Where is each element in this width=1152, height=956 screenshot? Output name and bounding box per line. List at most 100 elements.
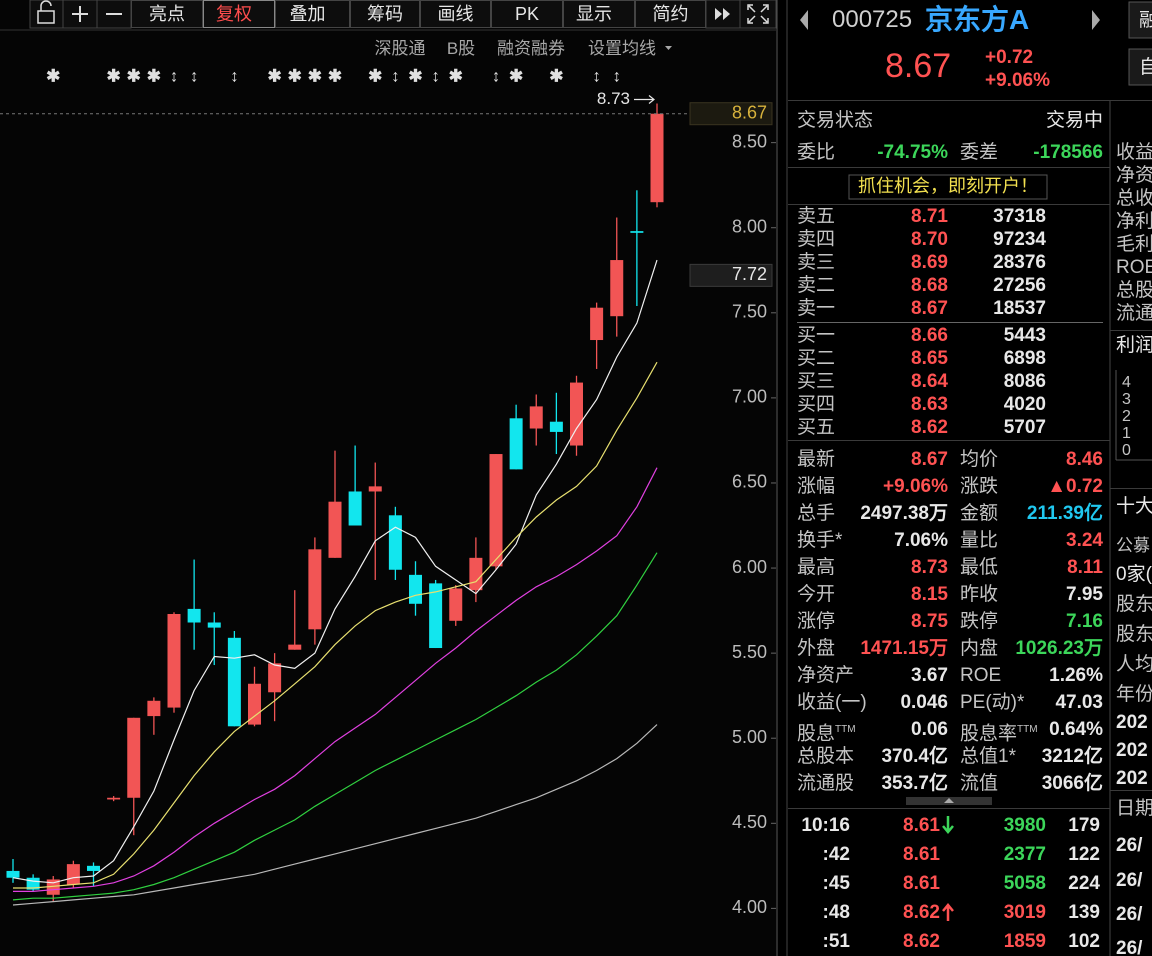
candle-body — [147, 700, 161, 717]
fullscreen-icon — [747, 4, 769, 24]
side-item: 毛利 — [1116, 233, 1152, 255]
mini-axis-label: 0 — [1122, 442, 1131, 459]
forward-button[interactable] — [705, 0, 741, 29]
tick-count: 139 — [1068, 901, 1100, 923]
candle-body — [650, 113, 664, 203]
field-label: 交易状态 — [797, 109, 874, 131]
promo-banner[interactable]: 抓住机会，即刻开户！ — [858, 176, 1038, 196]
lock-button[interactable] — [29, 0, 64, 29]
order-level: 卖五 — [797, 205, 836, 227]
side-row: 日期 — [1116, 797, 1152, 819]
tick-volume: 3019 — [1003, 901, 1046, 923]
chart-link[interactable]: B股 — [446, 38, 476, 58]
order-volume: 27256 — [993, 274, 1046, 296]
order-price: 8.69 — [911, 251, 948, 273]
stat-label: 内盘 — [960, 637, 999, 659]
candle-body — [328, 501, 342, 558]
side-row: 202 — [1116, 711, 1148, 733]
stat-label: 均价 — [960, 448, 999, 470]
toolbar-label: 亮点 — [149, 4, 185, 24]
tick-count: 224 — [1068, 872, 1100, 894]
side-row: 26/ — [1116, 869, 1143, 891]
toolbar-button[interactable] — [275, 0, 350, 28]
toolbar-button[interactable] — [131, 0, 203, 28]
next-arrow[interactable] — [1092, 10, 1100, 30]
tick-price: 8.62 — [903, 930, 940, 952]
candle-body — [248, 683, 261, 725]
side-item: 净资 — [1116, 164, 1152, 186]
side-item: 0家( — [1116, 563, 1152, 585]
order-price: 8.65 — [911, 347, 948, 369]
stat-value: 8.73 — [911, 556, 948, 578]
toolbar-button[interactable] — [203, 0, 275, 28]
stat-label: 跌停 — [960, 610, 999, 632]
stat-value: +9.06% — [883, 475, 948, 497]
order-price: 8.63 — [911, 393, 948, 415]
side-button[interactable]: 自 — [1139, 56, 1152, 78]
event-marker: ✱ — [408, 66, 422, 85]
stat-value: 1.26% — [1049, 664, 1103, 686]
side-item: 流通 — [1116, 302, 1152, 324]
y-tick-label: 4.50 — [732, 812, 767, 832]
y-tick-label: 5.50 — [732, 642, 767, 662]
side-button[interactable]: 融 — [1139, 9, 1152, 31]
candle-body — [509, 418, 523, 470]
stat-value: 7.95 — [1066, 583, 1103, 605]
zoom-in-button[interactable] — [62, 0, 98, 29]
candle-body — [227, 637, 241, 727]
candle-body — [429, 583, 443, 649]
stat-value: 353.7亿 — [881, 772, 948, 794]
toolbar-button[interactable] — [350, 0, 420, 28]
order-volume: 8086 — [1003, 370, 1046, 392]
candle-body — [107, 797, 121, 800]
stat-value: 0.64% — [1049, 718, 1103, 740]
toolbar-label: 叠加 — [289, 4, 326, 24]
event-marker: ✱ — [268, 66, 282, 85]
separator — [788, 100, 1110, 101]
stat-label: 最高 — [797, 556, 836, 578]
tick-price: 8.61 — [903, 814, 940, 836]
side-row: 202 — [1116, 739, 1148, 761]
tick-count: 179 — [1068, 814, 1100, 836]
price-marker-box — [689, 263, 773, 287]
tick-arrow-down — [942, 816, 954, 834]
tick-volume: 3980 — [1003, 814, 1046, 836]
event-marker: ↕ — [190, 66, 199, 85]
dropdown-icon — [665, 46, 672, 50]
prev-arrow[interactable] — [800, 10, 808, 30]
order-price: 8.67 — [911, 297, 948, 319]
event-marker: ✱ — [107, 66, 121, 85]
stat-label: 涨停 — [797, 610, 836, 632]
order-volume: 4020 — [1003, 393, 1046, 415]
y-tick-label: 6.00 — [732, 557, 767, 577]
chart-link[interactable]: 融资融券 — [497, 38, 565, 58]
stat-value: 8.75 — [911, 610, 948, 632]
tick-time: :42 — [822, 843, 850, 865]
toolbar-button[interactable] — [563, 0, 635, 28]
side-item: 总股 — [1116, 279, 1152, 301]
toolbar-button[interactable] — [420, 0, 491, 28]
side-heading: 利润 — [1116, 334, 1152, 356]
chart-link[interactable]: 深股通 — [374, 38, 426, 58]
stock-name: 京东方A — [925, 4, 1030, 35]
order-level: 买三 — [797, 370, 836, 392]
mini-axis-label: 1 — [1122, 425, 1131, 442]
fullscreen-button[interactable] — [739, 0, 777, 29]
stat-value: 3.67 — [911, 664, 948, 686]
side-item: 公募 — [1116, 535, 1150, 555]
chart-link[interactable]: 设置均线 — [588, 38, 656, 58]
toolbar-button[interactable] — [491, 0, 563, 28]
order-level: 买二 — [797, 347, 836, 369]
order-price: 8.71 — [911, 205, 948, 227]
toolbar-button[interactable] — [635, 0, 706, 28]
candle-body — [469, 557, 483, 591]
stat-value: 3066亿 — [1041, 772, 1103, 794]
stat-label: 股息率TTM — [960, 722, 1038, 744]
tick-price: 8.62 — [903, 901, 940, 923]
order-level: 买一 — [797, 324, 836, 346]
candle-body — [449, 588, 463, 621]
stat-value: 0.046 — [900, 691, 948, 713]
stat-label-sup: TTM — [835, 723, 856, 735]
order-volume: 5443 — [1003, 324, 1046, 346]
